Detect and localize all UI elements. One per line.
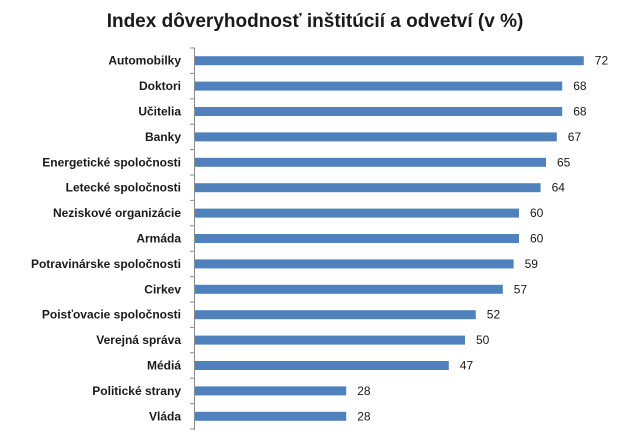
category-label: Doktori [139, 79, 181, 93]
data-label: 50 [476, 333, 490, 347]
bar [195, 335, 465, 345]
category-label: Vláda [149, 409, 181, 423]
data-label: 60 [530, 232, 544, 246]
category-label: Neziskové organizácie [53, 206, 181, 220]
category-label: Cirkev [144, 282, 181, 296]
category-label: Médiá [147, 359, 181, 373]
data-label: 64 [552, 181, 566, 195]
chart-title: Index dôveryhodnosť inštitúcií a odvetví… [107, 11, 524, 32]
bar [195, 411, 347, 421]
data-label: 28 [357, 409, 371, 423]
category-label: Automobilky [108, 54, 181, 68]
bar [195, 284, 503, 294]
data-label: 65 [557, 155, 571, 169]
data-label: 68 [573, 105, 587, 119]
data-label: 28 [357, 384, 371, 398]
data-label: 72 [595, 54, 609, 68]
category-label: Letecké spoločnosti [66, 181, 181, 195]
category-label: Politické strany [92, 384, 181, 398]
category-label: Armáda [136, 232, 181, 246]
bar [195, 107, 563, 116]
bar [195, 208, 519, 218]
bar [195, 81, 563, 91]
category-axis-ticks [190, 47, 195, 430]
bar [195, 183, 541, 193]
category-label: Verejná správa [96, 333, 181, 347]
bar [195, 56, 584, 66]
data-label: 60 [530, 206, 544, 220]
category-label: Poisťovacie spoločnosti [42, 308, 181, 322]
category-labels-group: Automobilky Doktori Učitelia Banky Energetic… [31, 54, 181, 424]
data-label: 67 [568, 130, 582, 144]
data-label: 59 [525, 257, 539, 271]
bars-group [195, 56, 584, 421]
category-label: Banky [145, 130, 181, 144]
data-label: 47 [460, 359, 474, 373]
data-label: 52 [487, 308, 501, 322]
bar [195, 157, 546, 167]
bar [195, 259, 514, 269]
category-label: Potravinárske spoločnosti [31, 257, 181, 271]
category-label: Energetické spoločnosti [42, 155, 181, 169]
bar [195, 132, 557, 142]
bar [195, 361, 449, 370]
data-label: 68 [573, 79, 587, 93]
data-label: 57 [514, 282, 528, 296]
bar [195, 234, 519, 243]
bar [195, 386, 347, 396]
category-label: Učitelia [138, 105, 181, 119]
bar [195, 310, 476, 320]
